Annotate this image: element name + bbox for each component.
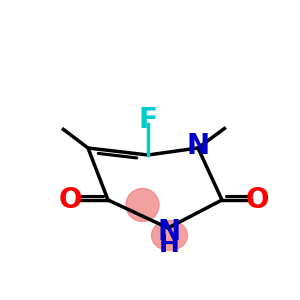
Ellipse shape: [152, 220, 188, 250]
Text: H: H: [159, 232, 180, 256]
Text: O: O: [246, 186, 269, 214]
Text: O: O: [59, 186, 82, 214]
Text: N: N: [186, 133, 210, 160]
Circle shape: [126, 188, 159, 221]
Text: N: N: [158, 218, 181, 246]
Text: F: F: [139, 106, 158, 134]
